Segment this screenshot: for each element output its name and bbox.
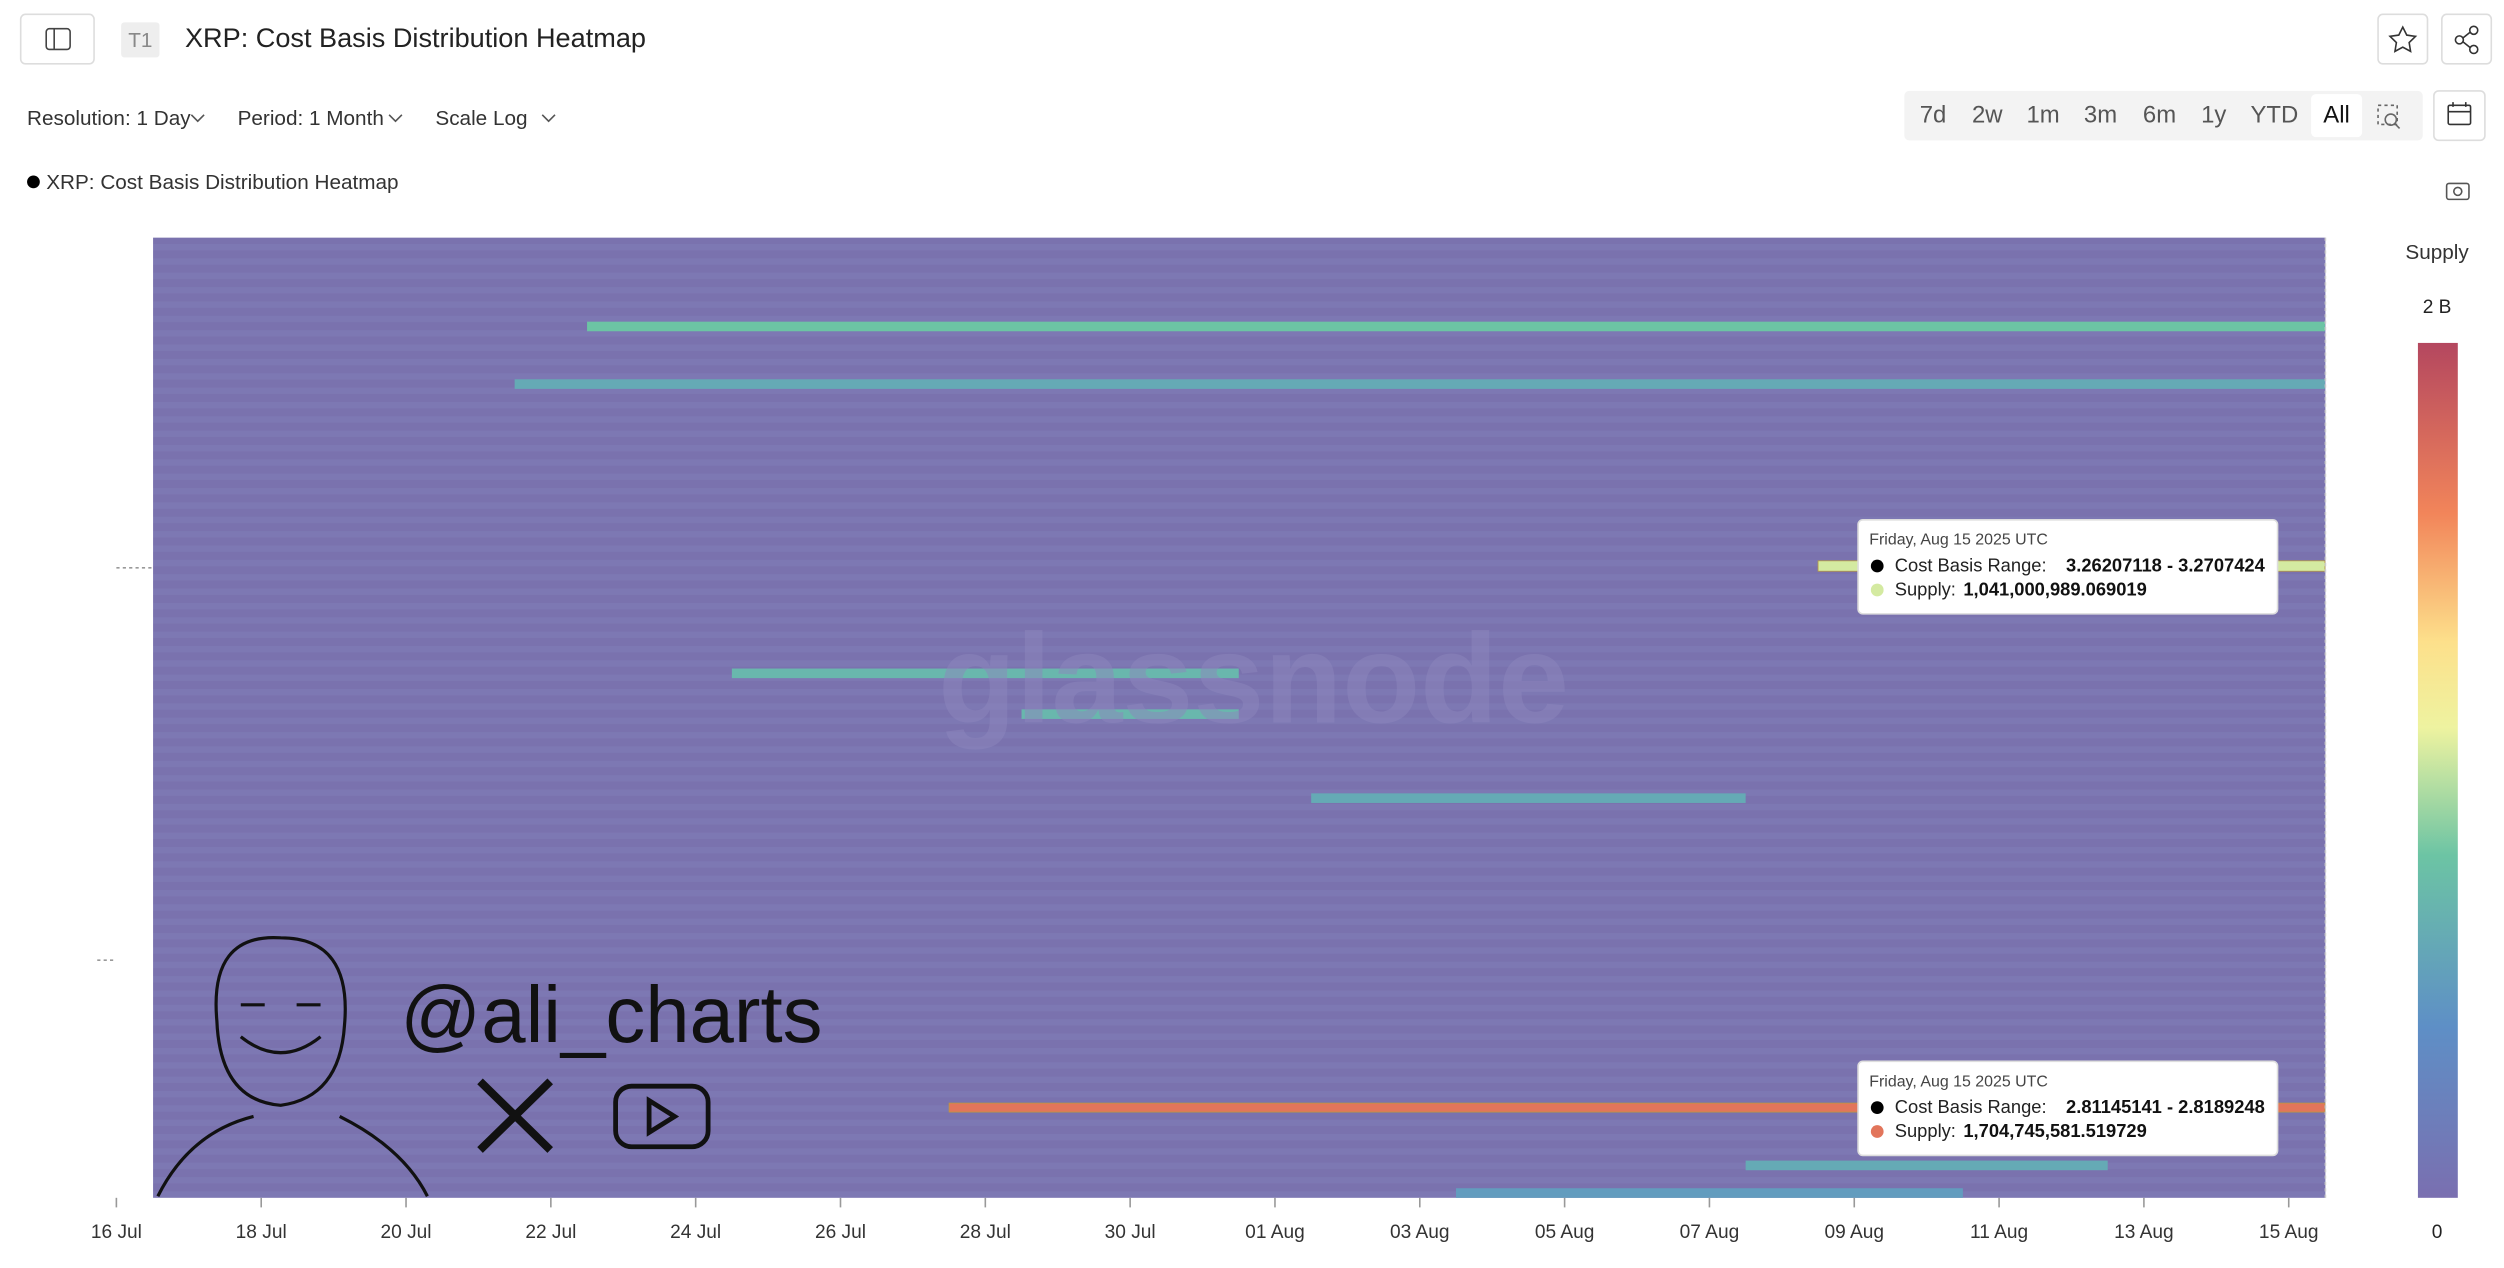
tooltip-value: 1,041,000,989.069019	[1963, 579, 2146, 600]
title: XRP: Cost Basis Distribution Heatmap	[185, 22, 646, 53]
star-icon	[2388, 25, 2418, 53]
range-button[interactable]: 1m	[2026, 102, 2059, 129]
heatmap-band	[1021, 709, 1239, 719]
period-select[interactable]: Period: 1 Month	[238, 107, 384, 130]
colorbar-title: Supply	[2405, 241, 2469, 264]
range-button[interactable]: 3m	[2084, 102, 2117, 129]
chevron	[541, 114, 556, 123]
heatmap-band	[1455, 1188, 1963, 1198]
x-tick-label: 30 Jul	[1105, 1222, 1156, 1243]
tooltip-dot	[1870, 559, 1884, 573]
tooltip-dot	[1870, 583, 1884, 597]
watermark: glassnode	[938, 608, 1569, 751]
tooltip-label: Supply:	[1895, 1120, 1956, 1141]
tab-badge	[121, 22, 160, 58]
range-button[interactable]: 1y	[2201, 102, 2226, 129]
range-button[interactable]: 2w	[1972, 102, 2003, 129]
x-tick-label: 20 Jul	[381, 1222, 432, 1243]
legend-entry[interactable]: XRP: Cost Basis Distribution Heatmap	[46, 171, 398, 194]
sidebar-toggle[interactable]	[19, 13, 95, 65]
chevron	[190, 114, 205, 123]
play-icon	[646, 1096, 680, 1137]
x-tick-label: 07 Aug	[1680, 1222, 1740, 1243]
calendar-button[interactable]	[2433, 90, 2486, 142]
x-tick-label: 03 Aug	[1390, 1222, 1450, 1243]
heatmap-band	[514, 379, 2325, 389]
scale-select[interactable]: Scale Log	[435, 107, 527, 130]
youtube-icon	[613, 1083, 711, 1150]
tab: T1	[128, 29, 152, 52]
range-button[interactable]: YTD	[2250, 102, 2298, 129]
range-button[interactable]: 7d	[1920, 102, 1947, 129]
avatar-sketch	[156, 936, 429, 1197]
tooltip: Friday, Aug 15 2025 UTC Cost Basis Range:…	[1857, 1060, 2279, 1157]
share-button[interactable]	[2441, 13, 2493, 65]
x-tick-label: 15 Aug	[2259, 1222, 2319, 1243]
calendar-icon	[2447, 102, 2472, 126]
x-tick-label: 13 Aug	[2114, 1222, 2174, 1243]
tooltip-value: 3.26207118 - 3.2707424	[2066, 555, 2266, 576]
favorite-button[interactable]	[2377, 13, 2429, 65]
zoom-icon[interactable]	[2377, 104, 2401, 129]
heatmap-band	[731, 668, 1239, 679]
tooltip-label: Cost Basis Range:	[1895, 1096, 2047, 1117]
camera-icon[interactable]	[2445, 182, 2470, 201]
x-tick-label: 18 Jul	[236, 1222, 287, 1243]
tooltip-dot	[1870, 1125, 1884, 1138]
tooltip-dot	[1870, 1101, 1884, 1114]
x-tick-label: 26 Jul	[815, 1222, 866, 1243]
tooltip-label: Supply:	[1895, 579, 1956, 600]
tooltip-value: 1,704,745,581.519729	[1963, 1120, 2146, 1141]
x-tick-label: 05 Aug	[1535, 1222, 1595, 1243]
x-tick-label: 22 Jul	[525, 1222, 576, 1243]
x-tick-label: 11 Aug	[1970, 1222, 2028, 1243]
tooltip-box	[1857, 1060, 2279, 1157]
heatmap-band	[587, 321, 2325, 332]
colorbar	[2417, 342, 2458, 1198]
icon	[45, 27, 71, 51]
x-tick-label: 24 Jul	[670, 1222, 721, 1243]
tooltip-box	[1857, 518, 2279, 615]
range-button[interactable]: 6m	[2143, 102, 2176, 129]
heatmap-band	[1745, 1160, 2108, 1171]
resolution-select[interactable]: Resolution: 1 Day	[27, 107, 191, 130]
chevron	[388, 114, 403, 123]
tooltip-date: Friday, Aug 15 2025 UTC	[1869, 1073, 2048, 1090]
range-active	[2311, 94, 2363, 138]
x-tick-label: 01 Aug	[1245, 1222, 1305, 1243]
range-button[interactable]: All	[2323, 102, 2350, 129]
heatmap-band	[1311, 793, 1746, 803]
heatmap-background	[153, 237, 2326, 1198]
x-tick-label: 16 Jul	[91, 1222, 142, 1243]
tooltip-label: Cost Basis Range:	[1895, 555, 2047, 576]
handle: @ali_charts	[400, 970, 822, 1059]
tooltip-date: Friday, Aug 15 2025 UTC	[1869, 532, 2048, 549]
legend-dot	[27, 175, 40, 189]
tooltip: Friday, Aug 15 2025 UTC Cost Basis Range:…	[1857, 518, 2279, 615]
x-tick-label: 28 Jul	[960, 1222, 1011, 1243]
range-bar	[1904, 90, 2423, 141]
colorbar-tick-label: 0	[2432, 1222, 2443, 1243]
x-tick-label: 09 Aug	[1824, 1222, 1884, 1243]
colorbar-tick-label: 2 B	[2423, 297, 2452, 318]
tooltip-value: 2.81145141 - 2.8189248	[2066, 1096, 2265, 1117]
x-icon	[477, 1078, 554, 1153]
share-icon	[2454, 25, 2479, 55]
